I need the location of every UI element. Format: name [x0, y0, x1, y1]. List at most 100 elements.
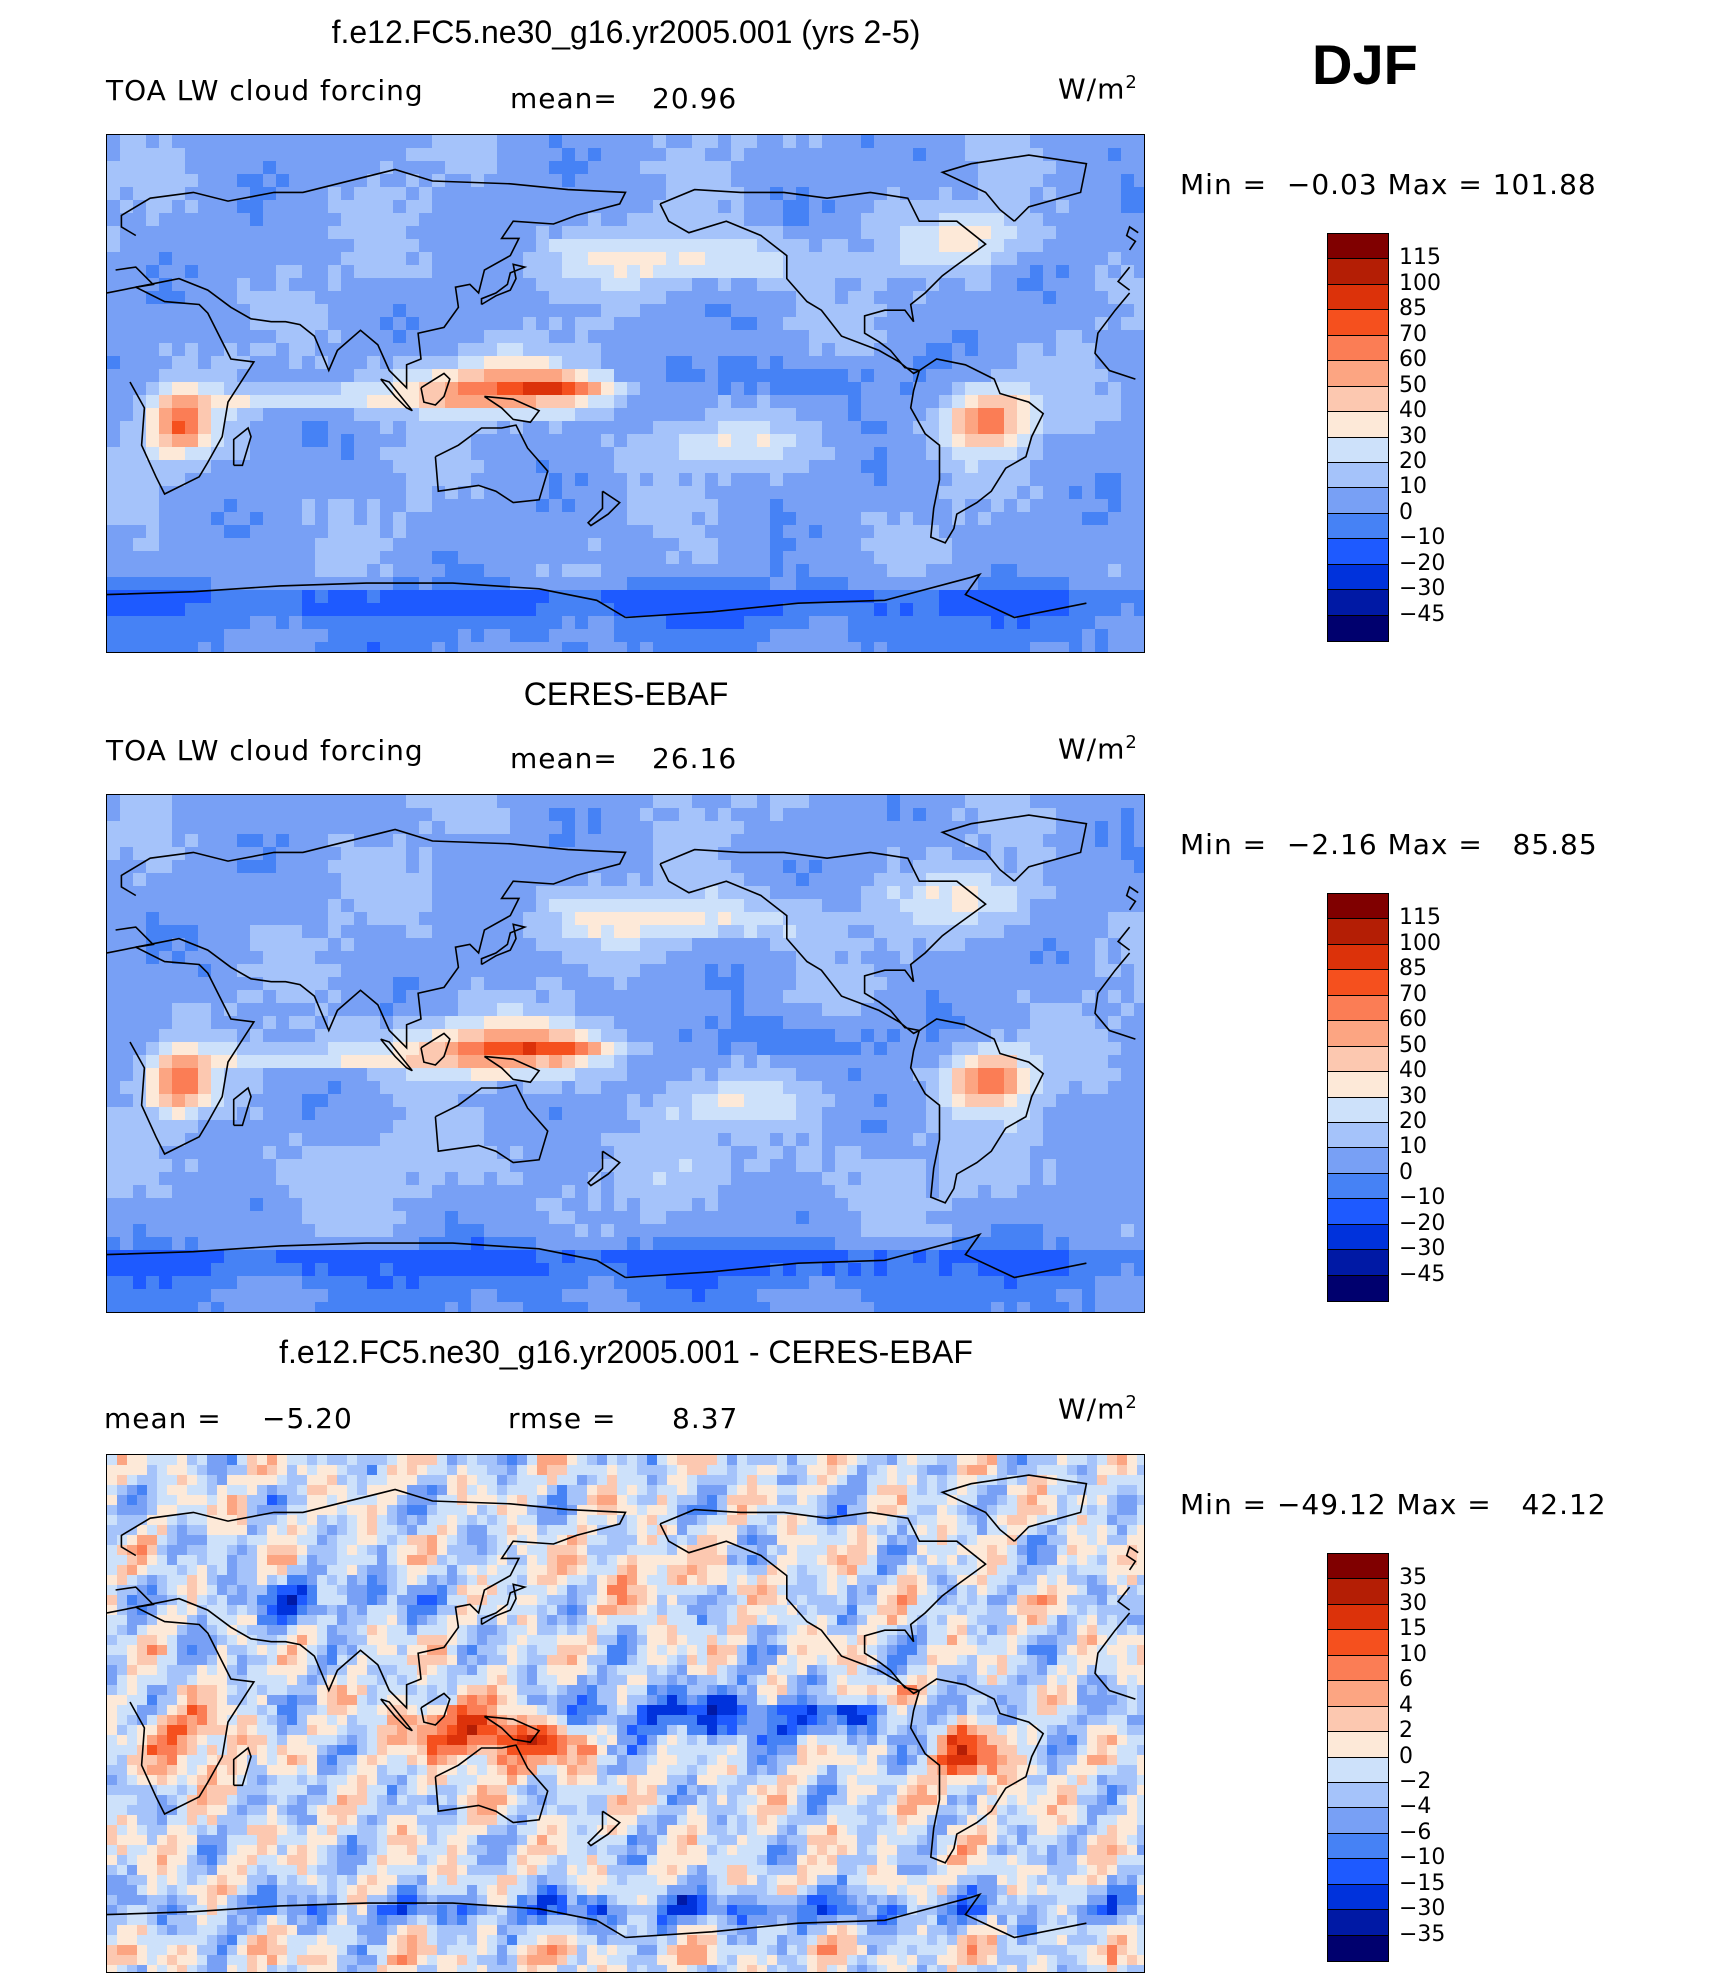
field-cell [978, 886, 992, 900]
field-cell [627, 200, 641, 214]
field-cell [185, 213, 199, 227]
field-cell [1030, 265, 1044, 279]
field-cell [237, 629, 251, 643]
field-cell [341, 408, 355, 422]
field-cell [107, 1029, 121, 1043]
field-cell [263, 564, 277, 578]
field-cell [107, 577, 121, 591]
field-cell [445, 886, 459, 900]
field-cell [861, 564, 875, 578]
field-cell [250, 200, 264, 214]
field-cell [406, 499, 420, 513]
field-cell [549, 499, 563, 513]
field-cell [965, 486, 979, 500]
field-cell [731, 925, 745, 939]
units-base: W/m [1058, 732, 1126, 766]
field-cell [770, 135, 784, 149]
field-cell [354, 538, 368, 552]
field-cell [172, 382, 186, 396]
field-cell [1082, 590, 1096, 604]
field-cell [614, 499, 628, 513]
field-cell [1082, 1055, 1096, 1069]
field-cell [393, 990, 407, 1004]
field-cell [328, 187, 342, 201]
field-cell [419, 1029, 433, 1043]
field-cell [302, 538, 316, 552]
field-cell [705, 382, 719, 396]
field-cell [978, 603, 992, 617]
field-cell [601, 808, 615, 822]
field-cell [315, 382, 329, 396]
field-cell [588, 317, 602, 331]
field-cell [523, 912, 537, 926]
panel1-max-label: Max = [1387, 168, 1483, 201]
field-cell [484, 938, 498, 952]
field-cell [822, 886, 836, 900]
field-cell [952, 499, 966, 513]
field-cell [900, 642, 914, 652]
field-cell [1056, 213, 1070, 227]
field-cell [627, 408, 641, 422]
field-cell [354, 977, 368, 991]
field-cell [185, 356, 199, 370]
field-cell [172, 512, 186, 526]
field-cell [367, 1068, 381, 1082]
field-cell [484, 1068, 498, 1082]
field-cell [263, 1003, 277, 1017]
field-cell [432, 1003, 446, 1017]
field-cell [523, 990, 537, 1004]
field-cell [276, 912, 290, 926]
field-cell [159, 525, 173, 539]
field-cell [1004, 304, 1018, 318]
field-cell [1082, 343, 1096, 357]
field-cell [796, 434, 810, 448]
field-cell [107, 174, 121, 188]
field-cell [172, 343, 186, 357]
field-cell [1043, 538, 1057, 552]
field-cell [588, 434, 602, 448]
field-cell [211, 1003, 225, 1017]
field-cell [926, 356, 940, 370]
field-cell [198, 1029, 212, 1043]
field-cell [146, 603, 160, 617]
field-cell [497, 161, 511, 175]
field-cell [588, 343, 602, 357]
field-cell [198, 590, 212, 604]
field-cell [965, 899, 979, 913]
field-cell [588, 1042, 602, 1056]
field-cell [939, 499, 953, 513]
field-cell [679, 278, 693, 292]
field-cell [549, 847, 563, 861]
field-cell [1108, 200, 1122, 214]
field-cell [406, 317, 420, 331]
field-cell [510, 512, 524, 526]
field-cell [991, 821, 1005, 835]
field-cell [770, 847, 784, 861]
field-cell [302, 486, 316, 500]
field-cell [471, 925, 485, 939]
field-cell [1069, 808, 1083, 822]
field-cell [1121, 603, 1135, 617]
field-cell [484, 148, 498, 162]
field-cell [263, 912, 277, 926]
field-cell [1095, 899, 1109, 913]
field-cell [107, 239, 121, 253]
field-cell [523, 447, 537, 461]
field-cell [302, 577, 316, 591]
field-cell [211, 265, 225, 279]
field-cell [809, 382, 823, 396]
field-cell [1082, 951, 1096, 965]
field-cell [120, 577, 134, 591]
field-cell [861, 421, 875, 435]
field-cell [484, 330, 498, 344]
field-cell [458, 1016, 472, 1030]
field-cell [250, 213, 264, 227]
field-cell [562, 834, 576, 848]
field-cell [185, 148, 199, 162]
field-cell [458, 886, 472, 900]
field-cell [1043, 395, 1057, 409]
field-cell [393, 226, 407, 240]
field-cell [302, 434, 316, 448]
field-cell [367, 629, 381, 643]
field-cell [731, 473, 745, 487]
